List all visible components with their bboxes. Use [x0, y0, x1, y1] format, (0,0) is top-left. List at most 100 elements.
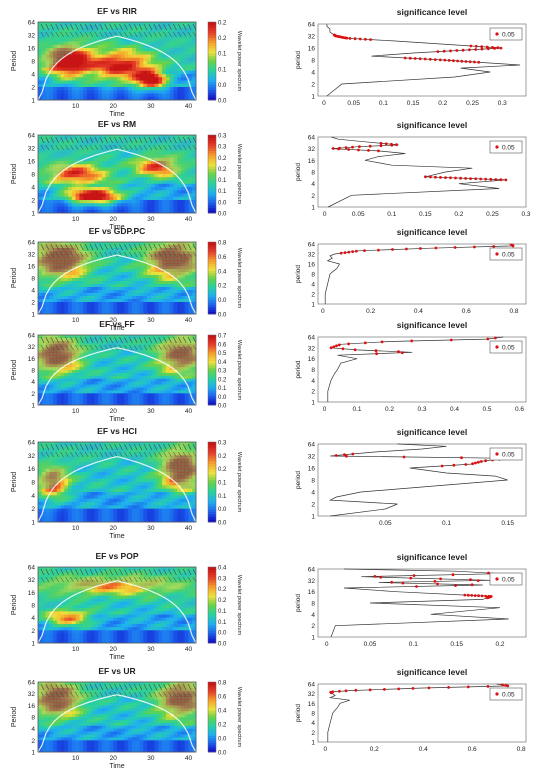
- heatmap-cell: [101, 154, 107, 159]
- heatmap-cell: [154, 93, 159, 98]
- heatmap-cell: [68, 200, 73, 204]
- heatmap-cell: [60, 396, 65, 400]
- heatmap-cell: [173, 296, 178, 300]
- heatmap-cell: [135, 44, 140, 49]
- heatmap-cell: [132, 299, 137, 303]
- heatmap-cell: [132, 148, 137, 152]
- heatmap-cell: [169, 402, 174, 406]
- heatmap-cell: [188, 245, 193, 249]
- heatmap-cell: [154, 257, 159, 261]
- heatmap-cell: [83, 141, 88, 146]
- heatmap-cell: [56, 161, 61, 165]
- heatmap-cell: [60, 290, 65, 294]
- heatmap-cell: [49, 393, 54, 397]
- heatmap-cell: [38, 284, 43, 288]
- heatmap-cell: [101, 245, 107, 249]
- heatmap-cell: [192, 180, 197, 185]
- heatmap-cell: [45, 174, 50, 178]
- heatmap-cell: [60, 200, 65, 204]
- heatmap-cell: [83, 35, 88, 39]
- heatmap-cell: [64, 462, 69, 466]
- significant-point: [429, 175, 432, 179]
- heatmap-cell: [53, 74, 58, 78]
- heatmap-cell: [120, 206, 125, 211]
- heatmap-cell: [64, 263, 69, 267]
- heatmap-cell: [109, 290, 114, 294]
- heatmap-cell: [75, 193, 80, 198]
- heatmap-cell: [98, 177, 103, 181]
- heatmap-cell: [192, 187, 197, 191]
- heatmap-cell: [135, 206, 140, 211]
- heatmap-cell: [53, 266, 58, 270]
- heatmap-cell: [184, 355, 189, 359]
- heatmap-cell: [169, 209, 174, 214]
- heatmap-cell: [165, 190, 170, 194]
- heatmap-cell: [68, 61, 73, 65]
- heatmap-cell: [173, 51, 178, 55]
- heatmap-cell: [128, 148, 133, 152]
- significant-point: [449, 176, 452, 180]
- heatmap-cell: [139, 90, 144, 94]
- heatmap-cell: [86, 343, 91, 347]
- heatmap-cell: [177, 248, 182, 252]
- heatmap-cell: [162, 96, 167, 101]
- heatmap-cell: [101, 299, 107, 303]
- significant-point: [363, 341, 367, 345]
- heatmap-cell: [49, 349, 54, 353]
- significant-point: [363, 249, 366, 253]
- heatmap-cell: [139, 455, 144, 459]
- heatmap-cell: [132, 41, 137, 46]
- heatmap-cell: [165, 257, 170, 261]
- heatmap-y-tick-label: 1: [31, 403, 35, 410]
- heatmap-cell: [101, 206, 107, 211]
- heatmap-cell: [79, 61, 84, 65]
- heatmap-cell: [60, 70, 65, 75]
- heatmap-cell: [68, 167, 73, 172]
- heatmap-cell: [45, 308, 50, 312]
- heatmap-cell: [90, 180, 95, 185]
- heatmap-cell: [132, 93, 137, 98]
- heatmap-cell: [38, 381, 43, 385]
- heatmap-cell: [113, 335, 118, 339]
- heatmap-cell: [177, 278, 182, 282]
- heatmap-cell: [45, 384, 50, 388]
- heatmap-cell: [180, 96, 186, 101]
- heatmap-cell: [86, 200, 91, 204]
- heatmap-cell: [117, 372, 122, 377]
- heatmap-cell: [49, 148, 54, 152]
- heatmap-cell: [188, 387, 193, 391]
- phase-arrow-band: [40, 23, 197, 38]
- heatmap-cell: [184, 375, 189, 380]
- heatmap-cell: [98, 393, 103, 397]
- phase-arrow: [148, 336, 153, 344]
- heatmap-cell: [83, 61, 88, 65]
- heatmap-cell: [113, 387, 118, 391]
- heatmap-cell: [83, 381, 88, 385]
- heatmap-cell: [192, 370, 197, 374]
- heatmap-cell: [158, 278, 163, 282]
- heatmap-cell: [105, 177, 110, 181]
- heatmap-cell: [45, 448, 50, 453]
- heatmap-cell: [132, 74, 137, 78]
- significance-title: significance level: [397, 320, 467, 330]
- heatmap-cell: [169, 305, 174, 309]
- heatmap-cell: [105, 367, 110, 371]
- heatmap-cell: [188, 190, 193, 194]
- heatmap-cell: [75, 135, 80, 139]
- heatmap-cell: [158, 148, 163, 152]
- heatmap-cell: [109, 151, 114, 155]
- heatmap-cell: [83, 180, 88, 185]
- heatmap-cell: [180, 167, 186, 172]
- phase-arrow: [138, 336, 143, 344]
- heatmap-cell: [158, 311, 163, 315]
- heatmap-cell: [177, 293, 182, 297]
- heatmap-cell: [79, 275, 84, 279]
- heatmap-cell: [192, 257, 197, 261]
- heatmap-cell: [165, 349, 170, 353]
- heatmap-cell: [173, 381, 178, 385]
- heatmap-cell: [90, 442, 95, 446]
- heatmap-cell: [188, 187, 193, 191]
- heatmap-cell: [109, 335, 114, 339]
- colorbar-frame: [207, 21, 217, 101]
- heatmap-cell: [41, 358, 46, 362]
